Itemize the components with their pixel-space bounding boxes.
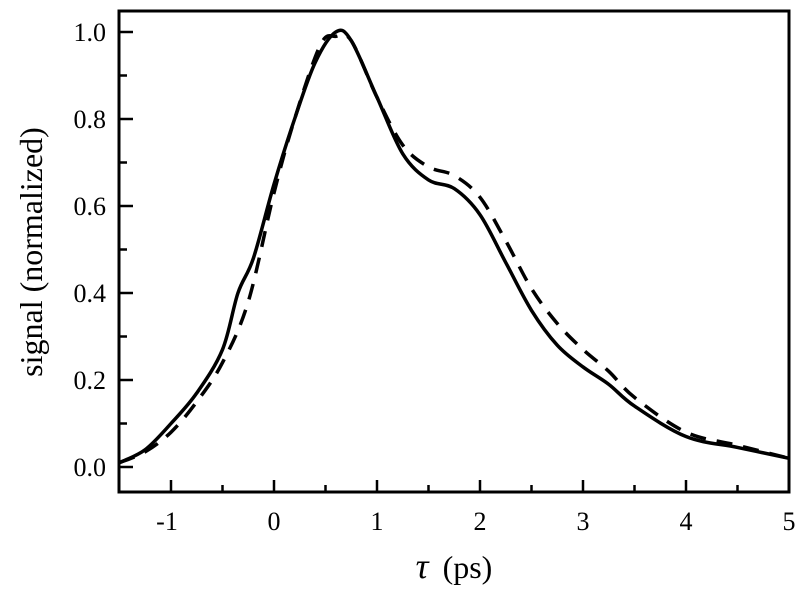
y-axis-ticks: 0.0 0.2 0.4 0.6 0.8 1.0 — [74, 18, 133, 482]
plot-frame — [117, 9, 791, 494]
solid-series-line — [119, 28, 789, 465]
y-axis-title: signal (normalized) — [13, 127, 49, 377]
x-tick-label: 0 — [268, 507, 281, 536]
y-tick-label: 0.6 — [74, 192, 107, 221]
x-axis-symbol: τ — [416, 546, 430, 586]
y-tick-label: 1.0 — [74, 18, 107, 47]
y-tick-label: 0.8 — [74, 105, 107, 134]
y-tick-label: 0.0 — [74, 453, 107, 482]
plot-curves — [119, 28, 789, 465]
x-tick-label: 3 — [577, 507, 590, 536]
y-tick-label: 0.4 — [74, 279, 107, 308]
x-tick-label: 5 — [783, 507, 796, 536]
x-tick-label: 4 — [680, 507, 693, 536]
x-axis-unit: (ps) — [443, 549, 493, 585]
x-axis-title: τ (ps) — [416, 546, 493, 586]
x-axis-ticks: -1 0 1 2 3 4 5 — [156, 480, 796, 536]
y-tick-label: 0.2 — [74, 366, 107, 395]
x-tick-label: 2 — [474, 507, 487, 536]
dashed-series-line — [119, 32, 789, 465]
x-tick-label: 1 — [371, 507, 384, 536]
x-tick-label: -1 — [156, 507, 178, 536]
